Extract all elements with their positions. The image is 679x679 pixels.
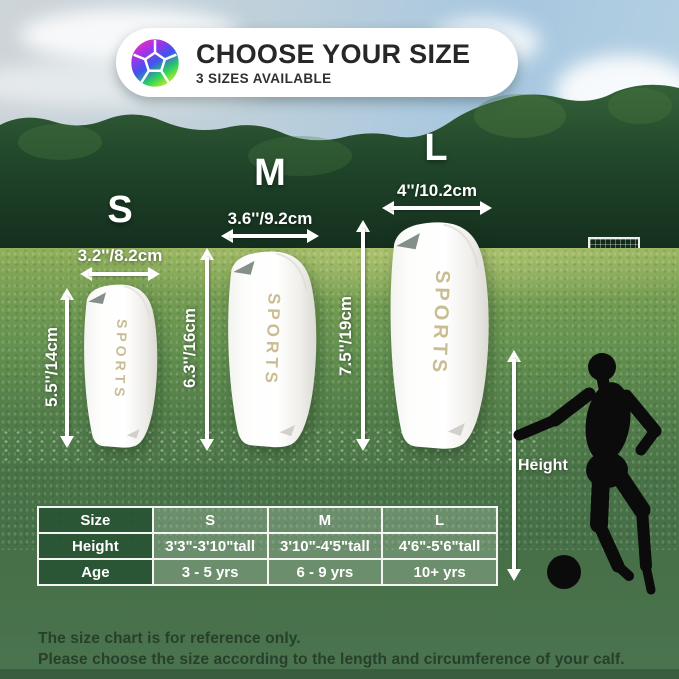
table-row: Height 3'3"-3'10"tall 3'10"-4'5"tall 4'6… xyxy=(37,532,498,560)
shin-guard-m: SPORTS xyxy=(216,246,322,450)
width-label-s: 3.2''/8.2cm xyxy=(77,246,163,265)
player-shape xyxy=(513,353,662,595)
treeline xyxy=(0,84,679,260)
chart-cell: S xyxy=(151,506,269,534)
height-annotation-arrow xyxy=(507,350,521,581)
height-arrow-m xyxy=(200,248,214,451)
chart-cell: 3'3"-3'10"tall xyxy=(151,532,269,560)
size-letter-s: S xyxy=(107,189,133,231)
width-label-l: 4''/10.2cm xyxy=(397,181,477,200)
width-arrow-l xyxy=(382,201,492,215)
height-label-s: 5.5''/14cm xyxy=(42,327,61,407)
chart-cell: 10+ yrs xyxy=(381,558,498,586)
chart-row-label: Age xyxy=(37,558,154,586)
shin-guard-l: SPORTS xyxy=(377,216,495,452)
header-card: CHOOSE YOUR SIZE 3 SIZES AVAILABLE xyxy=(116,28,518,97)
brand-text: SPORTS xyxy=(111,318,131,401)
size-letter-m: M xyxy=(254,152,286,194)
height-label-l: 7.5''/19cm xyxy=(336,296,355,376)
size-chart-table: Size S M L Height 3'3"-3'10"tall 3'10"-4… xyxy=(37,506,498,586)
height-annotation-label: Height xyxy=(518,457,568,474)
page-subtitle: 3 SIZES AVAILABLE xyxy=(196,70,332,86)
chart-cell: L xyxy=(381,506,498,534)
chart-row-label: Height xyxy=(37,532,154,560)
width-arrow-s xyxy=(80,267,160,281)
height-arrow-s xyxy=(60,288,74,448)
brand-text: SPORTS xyxy=(261,292,284,388)
brand-text: SPORTS xyxy=(427,269,453,377)
soccer-ball-icon xyxy=(129,37,181,88)
chart-cell: 6 - 9 yrs xyxy=(266,558,384,586)
chart-cell: 3 - 5 yrs xyxy=(151,558,269,586)
chart-row-label: Size xyxy=(37,506,154,534)
page-title: CHOOSE YOUR SIZE xyxy=(196,38,471,69)
chart-cell: M xyxy=(266,506,384,534)
footnote-line-1: The size chart is for reference only. xyxy=(38,630,301,647)
shin-guard-graphic xyxy=(84,284,158,448)
shin-guard-s: SPORTS xyxy=(74,280,162,450)
size-letter-l: L xyxy=(424,127,448,169)
chart-cell: 3'10"-4'5"tall xyxy=(266,532,384,560)
width-arrow-m xyxy=(221,229,319,243)
shin-guard-graphic xyxy=(390,222,489,449)
chart-cell: 4'6"-5'6"tall xyxy=(381,532,498,560)
player-silhouette xyxy=(513,353,662,595)
height-arrow-l xyxy=(356,220,370,451)
shin-guard-graphic xyxy=(228,251,317,448)
table-row: Size S M L xyxy=(37,506,498,534)
width-label-m: 3.6''/9.2cm xyxy=(227,209,313,228)
height-label-m: 6.3''/16cm xyxy=(180,308,199,388)
soccer-ball-shape xyxy=(547,555,581,589)
bottom-shade xyxy=(0,669,679,679)
footnote-line-2: Please choose the size according to the … xyxy=(38,651,625,668)
table-row: Age 3 - 5 yrs 6 - 9 yrs 10+ yrs xyxy=(37,558,498,586)
footnote: The size chart is for reference only. Pl… xyxy=(38,628,625,670)
